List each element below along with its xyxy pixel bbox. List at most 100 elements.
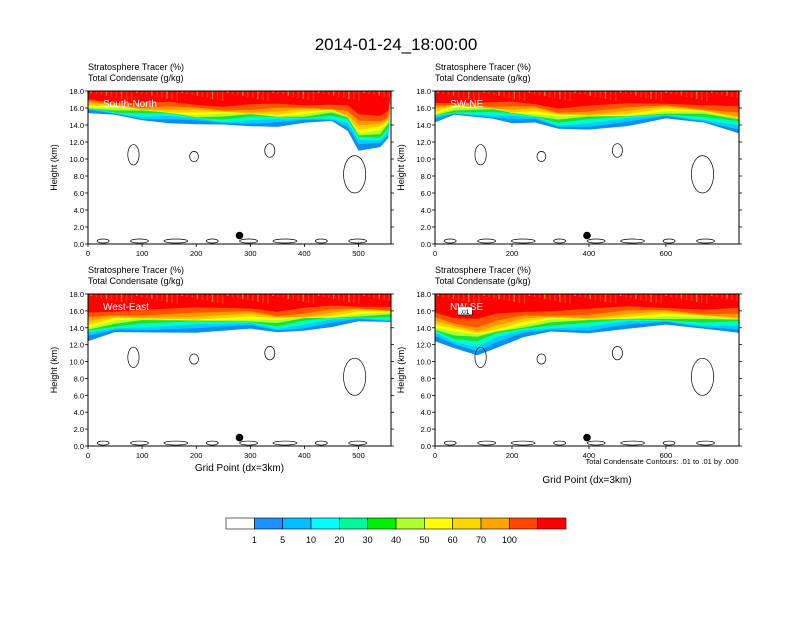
tracer-streak: [247, 91, 249, 97]
tracer-streak: [277, 294, 279, 297]
x-tick-label: 100: [136, 249, 149, 258]
tracer-streak: [226, 91, 229, 93]
tracer-streak: [373, 91, 375, 95]
condensate-contour: [510, 238, 536, 244]
tracer-streak: [151, 91, 153, 96]
tracer-streak: [388, 294, 390, 301]
condensate-contour: [553, 440, 566, 446]
tracer-streak: [488, 294, 490, 297]
tracer-streak: [191, 294, 193, 298]
tracer-streak: [267, 294, 269, 304]
y-tick-label: 14.0: [69, 324, 84, 333]
panels: Stratosphere Tracer (%) Total Condensate …: [49, 62, 742, 486]
tracer-streak: [363, 91, 365, 93]
condensate-contour: [691, 155, 714, 194]
tracer-streak: [242, 91, 244, 96]
tracer-streak: [670, 91, 673, 94]
tracer-field: [435, 294, 739, 356]
tracer-streak: [216, 91, 219, 100]
plot-frame: [434, 293, 740, 447]
panel-header-tracer: Stratosphere Tracer (%): [88, 265, 184, 275]
tracer-streak: [105, 91, 108, 96]
x-tick-label: 400: [298, 451, 311, 460]
tracer-streak: [262, 294, 264, 303]
condensate-contour: [691, 357, 714, 396]
condensate-contour: [477, 238, 497, 244]
y-tick-label: 18.0: [69, 290, 84, 299]
tracer-streak: [442, 294, 445, 297]
tracer-streak: [569, 294, 571, 304]
tracer-streak: [171, 91, 173, 100]
tracer-streak: [378, 294, 380, 299]
tracer-streak: [680, 91, 683, 96]
y-axis-label: Height (km): [396, 144, 406, 191]
y-tick-label: 12.0: [416, 341, 431, 350]
tracer-streak: [156, 294, 158, 300]
tracer-streak: [115, 294, 118, 301]
x-tick-label: 600: [660, 249, 673, 258]
tracer-streak: [231, 91, 234, 94]
tracer-streak: [343, 294, 345, 301]
tracer-streak: [518, 294, 521, 303]
tracer-streak: [452, 294, 455, 299]
panel-header-condensate: Total Condensate (g/kg): [435, 276, 531, 286]
condensate-contour: [536, 353, 547, 365]
tracer-streak: [272, 91, 274, 93]
condensate-contour: [343, 155, 367, 194]
y-tick-label: 8.0: [74, 374, 84, 383]
tracer-streak: [645, 294, 647, 301]
tracer-streak: [452, 91, 455, 96]
tracer-streak: [589, 91, 591, 96]
tracer-streak: [186, 91, 188, 94]
plot-frame: [87, 90, 392, 245]
tracer-streak: [508, 294, 510, 301]
condensate-contour: [510, 440, 536, 446]
tracer-streak: [447, 294, 450, 298]
condensate-contour: [662, 440, 676, 446]
tracer-streak: [110, 91, 113, 97]
condensate-contour: [127, 144, 140, 166]
tracer-streak: [604, 294, 607, 302]
condensate-contour: [586, 238, 606, 244]
panel-3: Stratosphere Tracer (%)Total Condensate …: [396, 265, 742, 486]
tracer-streak: [358, 91, 360, 101]
tracer-streak: [110, 294, 113, 300]
tracer-streak: [726, 294, 728, 299]
tracer-streak: [706, 294, 708, 304]
tracer-streak: [513, 294, 515, 302]
colorbar-label: 10: [306, 535, 316, 545]
tracer-streak: [559, 91, 561, 99]
colorbar-swatch: [480, 517, 510, 530]
tracer-streak: [378, 91, 380, 96]
tracer-streak: [650, 91, 652, 99]
condensate-contour: [205, 238, 219, 244]
condensate-contour: [474, 346, 487, 368]
tracer-streak: [90, 294, 92, 296]
tracer-streak: [473, 91, 475, 100]
condensate-contour: [612, 143, 623, 158]
tracer-streak: [358, 294, 360, 304]
y-tick-label: 14.0: [416, 324, 431, 333]
tracer-streak: [690, 294, 693, 301]
panel-label: SW-NE: [450, 99, 483, 110]
y-tick-label: 12.0: [416, 138, 431, 147]
y-tick-label: 4.0: [421, 206, 431, 215]
y-axis-label: Height (km): [49, 347, 59, 394]
condensate-contour: [163, 440, 189, 446]
y-tick-label: 6.0: [74, 391, 84, 400]
tracer-streak: [120, 91, 123, 99]
y-tick-label: 10.0: [69, 155, 84, 164]
tracer-streak: [706, 91, 708, 101]
tracer-streak: [498, 91, 500, 96]
tracer-streak: [302, 91, 305, 99]
contour-label-box: [457, 306, 473, 316]
tracer-band: [435, 91, 739, 109]
tracer-streak: [503, 294, 505, 300]
tracer-streak: [650, 294, 652, 302]
tracer-streak: [322, 294, 325, 297]
tracer-streak: [125, 91, 128, 100]
x-tick-label: 100: [136, 451, 149, 460]
tracer-streak: [584, 91, 586, 95]
tracer-streak: [338, 91, 340, 97]
y-tick-label: 6.0: [74, 189, 84, 198]
